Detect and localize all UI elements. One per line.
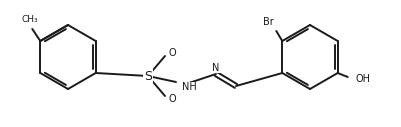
Text: O: O — [168, 94, 176, 104]
Text: CH₃: CH₃ — [22, 15, 38, 24]
Text: OH: OH — [355, 74, 370, 84]
Text: S: S — [144, 69, 152, 83]
Text: O: O — [168, 48, 176, 58]
Text: NH: NH — [182, 82, 196, 92]
Text: N: N — [212, 63, 219, 73]
Text: Br: Br — [262, 17, 273, 27]
